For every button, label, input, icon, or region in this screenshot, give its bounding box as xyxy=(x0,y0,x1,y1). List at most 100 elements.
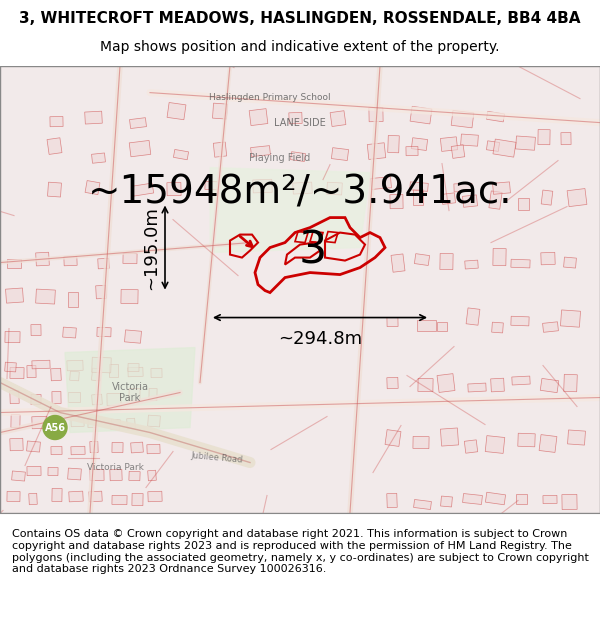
Bar xyxy=(390,194,403,209)
Bar xyxy=(68,391,80,401)
Bar xyxy=(388,136,399,152)
Bar xyxy=(52,391,61,404)
Bar xyxy=(367,142,386,159)
Bar xyxy=(493,249,506,266)
Bar xyxy=(11,471,25,481)
Bar xyxy=(121,289,138,304)
Bar xyxy=(518,433,535,447)
Bar xyxy=(71,446,85,455)
Bar xyxy=(331,148,349,161)
Bar xyxy=(91,368,101,381)
Bar xyxy=(70,371,79,381)
Bar xyxy=(85,181,100,194)
Bar xyxy=(410,182,428,191)
Bar xyxy=(49,419,58,429)
Bar xyxy=(515,136,535,150)
Bar xyxy=(5,362,16,372)
Bar xyxy=(440,428,458,446)
Bar xyxy=(52,488,62,502)
Bar xyxy=(564,374,577,392)
Bar xyxy=(32,416,47,429)
Bar xyxy=(48,468,58,476)
Bar xyxy=(88,418,96,428)
Bar xyxy=(147,444,160,454)
Bar xyxy=(290,152,305,161)
Bar xyxy=(107,393,121,406)
Bar xyxy=(5,331,20,342)
Bar xyxy=(289,112,302,124)
Bar xyxy=(130,118,146,129)
Text: Haslingden Primary School: Haslingden Primary School xyxy=(209,93,331,102)
Bar xyxy=(543,496,557,504)
Bar xyxy=(413,189,423,204)
Bar xyxy=(62,327,76,338)
Bar xyxy=(253,179,272,193)
Bar xyxy=(129,389,140,401)
Text: 3, WHITECROFT MEADOWS, HASLINGDEN, ROSSENDALE, BB4 4BA: 3, WHITECROFT MEADOWS, HASLINGDEN, ROSSE… xyxy=(19,11,581,26)
Bar xyxy=(562,494,577,509)
Bar xyxy=(214,142,227,158)
Text: Victoria Park: Victoria Park xyxy=(86,463,143,472)
Bar xyxy=(567,189,587,207)
Bar xyxy=(466,308,480,325)
Bar xyxy=(415,254,430,266)
Text: A56: A56 xyxy=(44,422,65,432)
Text: Contains OS data © Crown copyright and database right 2021. This information is : Contains OS data © Crown copyright and d… xyxy=(12,529,589,574)
Bar xyxy=(26,441,40,452)
Bar xyxy=(464,440,478,453)
Bar xyxy=(541,253,555,265)
Bar xyxy=(31,394,41,404)
Bar xyxy=(11,414,20,428)
Bar xyxy=(10,368,24,379)
Bar xyxy=(133,183,154,196)
Bar xyxy=(418,378,433,392)
Bar xyxy=(330,111,346,126)
Bar xyxy=(451,111,474,128)
Bar xyxy=(491,322,503,333)
Bar xyxy=(485,436,505,453)
Bar xyxy=(412,138,428,151)
Text: Playing Field: Playing Field xyxy=(250,152,311,162)
Bar xyxy=(10,438,23,451)
Bar xyxy=(95,285,106,299)
Bar xyxy=(491,378,505,392)
Bar xyxy=(109,364,118,376)
Bar xyxy=(249,109,268,126)
Bar xyxy=(50,116,63,127)
Bar xyxy=(293,182,312,194)
Bar xyxy=(465,260,478,269)
Bar xyxy=(92,153,106,163)
Bar xyxy=(212,103,227,119)
Bar xyxy=(512,376,530,385)
Bar xyxy=(391,254,405,272)
Text: ~294.8m: ~294.8m xyxy=(278,329,362,348)
Bar xyxy=(5,288,23,303)
Bar xyxy=(7,259,21,268)
Bar xyxy=(27,466,41,476)
Bar xyxy=(369,107,383,122)
Bar xyxy=(487,141,500,151)
Bar xyxy=(442,193,455,204)
Polygon shape xyxy=(210,168,370,252)
Bar xyxy=(92,394,103,405)
Bar xyxy=(493,139,516,157)
Bar xyxy=(7,491,20,502)
Bar xyxy=(326,182,343,195)
Bar xyxy=(461,134,478,146)
Bar xyxy=(463,195,478,208)
Bar xyxy=(440,137,458,151)
Bar xyxy=(205,181,218,190)
Bar xyxy=(129,471,140,481)
Bar xyxy=(511,316,529,326)
Bar xyxy=(387,378,398,389)
Bar xyxy=(129,141,151,157)
Bar xyxy=(35,253,49,266)
Bar xyxy=(151,369,162,378)
Bar xyxy=(493,182,511,194)
Text: Victoria
Park: Victoria Park xyxy=(112,382,149,403)
Bar xyxy=(437,321,447,331)
Bar xyxy=(90,469,104,481)
Bar xyxy=(440,254,453,269)
Bar xyxy=(125,330,142,343)
Bar xyxy=(67,360,83,371)
